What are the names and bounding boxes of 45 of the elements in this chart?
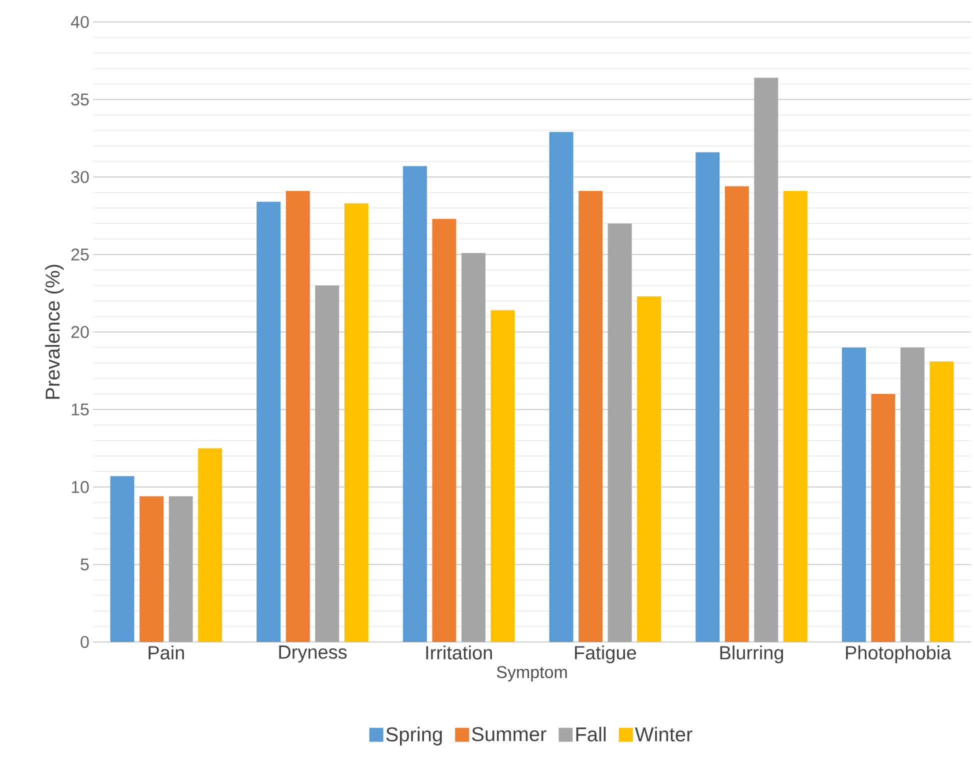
bar xyxy=(315,286,340,642)
y-tick-label: 20 xyxy=(71,326,89,338)
y-tick-label: 30 xyxy=(71,170,89,184)
bar xyxy=(608,224,632,642)
bar xyxy=(930,361,954,642)
y-tick-label: 5 xyxy=(80,558,89,570)
x-tick-label: Photophobia xyxy=(846,646,952,664)
x-tick-label: Dryness xyxy=(279,646,347,663)
bar xyxy=(696,152,720,642)
y-tick-label: 0 xyxy=(80,636,89,648)
bar xyxy=(490,310,515,642)
bar xyxy=(286,190,310,642)
bar xyxy=(168,496,193,642)
bar xyxy=(724,186,749,642)
bar xyxy=(256,202,281,642)
legend-label: Winter xyxy=(635,726,692,742)
y-tick-label: 40 xyxy=(70,16,89,28)
y-tick-label: 35 xyxy=(71,93,89,106)
bar xyxy=(871,394,896,642)
x-tick-label: Blurring xyxy=(720,646,783,664)
bar xyxy=(140,496,164,642)
y-tick-label: 15 xyxy=(72,404,89,416)
bar xyxy=(783,190,808,642)
bar xyxy=(198,448,222,642)
y-tick-label: 10 xyxy=(72,480,89,494)
legend-label: Summer xyxy=(472,727,546,742)
x-tick-label: Pain xyxy=(148,646,184,660)
bar xyxy=(549,132,574,642)
bar xyxy=(402,166,427,642)
x-axis-title: Symptom xyxy=(496,666,567,682)
bar xyxy=(110,476,134,642)
bar xyxy=(578,190,603,642)
y-axis-title: Prevalence (%) xyxy=(45,264,64,399)
bar xyxy=(637,296,662,642)
x-tick-label: Fatigue xyxy=(575,646,636,664)
bar xyxy=(900,348,924,642)
bar xyxy=(461,252,486,642)
y-tick-label: 25 xyxy=(71,248,89,261)
bar xyxy=(432,218,456,642)
legend-label: Fall xyxy=(576,726,606,742)
legend-label: Spring xyxy=(386,726,442,746)
bar xyxy=(754,78,778,642)
x-tick-label: Irritation xyxy=(426,646,492,660)
bar xyxy=(842,348,866,642)
bar xyxy=(344,203,368,642)
